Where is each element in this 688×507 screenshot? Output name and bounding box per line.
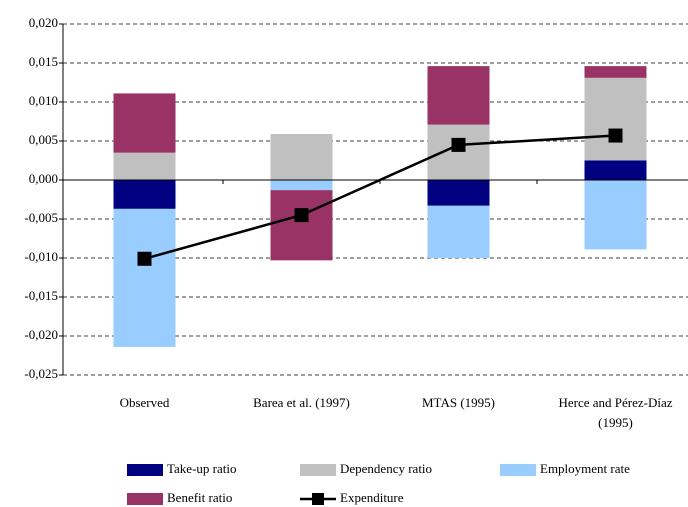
legend-swatch xyxy=(500,464,536,476)
x-tick-label: MTAS (1995) xyxy=(422,395,495,410)
line-marker xyxy=(294,208,309,223)
legend-label: Expenditure xyxy=(340,490,404,505)
legend-label: Take-up ratio xyxy=(167,461,236,476)
y-tick-label: -0,025 xyxy=(24,366,58,381)
y-tick-label: -0,020 xyxy=(24,327,58,342)
line-marker xyxy=(608,128,623,143)
y-tick-label: 0,020 xyxy=(29,15,58,30)
y-tick-label: 0,000 xyxy=(29,171,58,186)
legend-marker xyxy=(312,493,324,505)
bar-segment xyxy=(427,180,490,206)
x-tick-label: Herce and Pérez-Díaz (1995) xyxy=(558,395,673,430)
x-tick-label: Observed xyxy=(119,395,170,410)
bar-segment xyxy=(584,160,647,180)
bar-segment xyxy=(427,124,490,180)
y-tick-label: 0,005 xyxy=(29,132,58,147)
bar-segment xyxy=(427,66,490,125)
legend-swatch xyxy=(127,493,163,505)
legend-swatch xyxy=(127,464,163,476)
x-tick-label: Barea et al. (1997) xyxy=(253,395,350,410)
bar-segment xyxy=(113,208,176,347)
bar-segment xyxy=(113,93,176,153)
bar-segment xyxy=(584,180,647,250)
line-marker xyxy=(137,251,152,266)
y-tick-label: -0,005 xyxy=(24,210,58,225)
legend-label: Employment rate xyxy=(540,461,630,476)
bar-segment xyxy=(113,180,176,209)
bar-segment xyxy=(427,205,490,258)
expenditure-line xyxy=(144,134,616,260)
bar-segment xyxy=(270,180,333,191)
y-tick-label: -0,015 xyxy=(24,288,58,303)
legend-label: Benefit ratio xyxy=(167,490,232,505)
bar-segment xyxy=(270,190,333,261)
y-tick-label: 0,015 xyxy=(29,54,58,69)
bar-segment xyxy=(270,133,333,180)
y-tick-label: -0,010 xyxy=(24,249,58,264)
legend-swatch xyxy=(300,464,336,476)
y-tick-label: 0,010 xyxy=(29,93,58,108)
line-marker xyxy=(451,137,466,152)
bar-segment xyxy=(584,77,647,161)
bar-segment xyxy=(113,152,176,180)
legend-label: Dependency ratio xyxy=(340,461,432,476)
bar-segment xyxy=(584,66,647,78)
